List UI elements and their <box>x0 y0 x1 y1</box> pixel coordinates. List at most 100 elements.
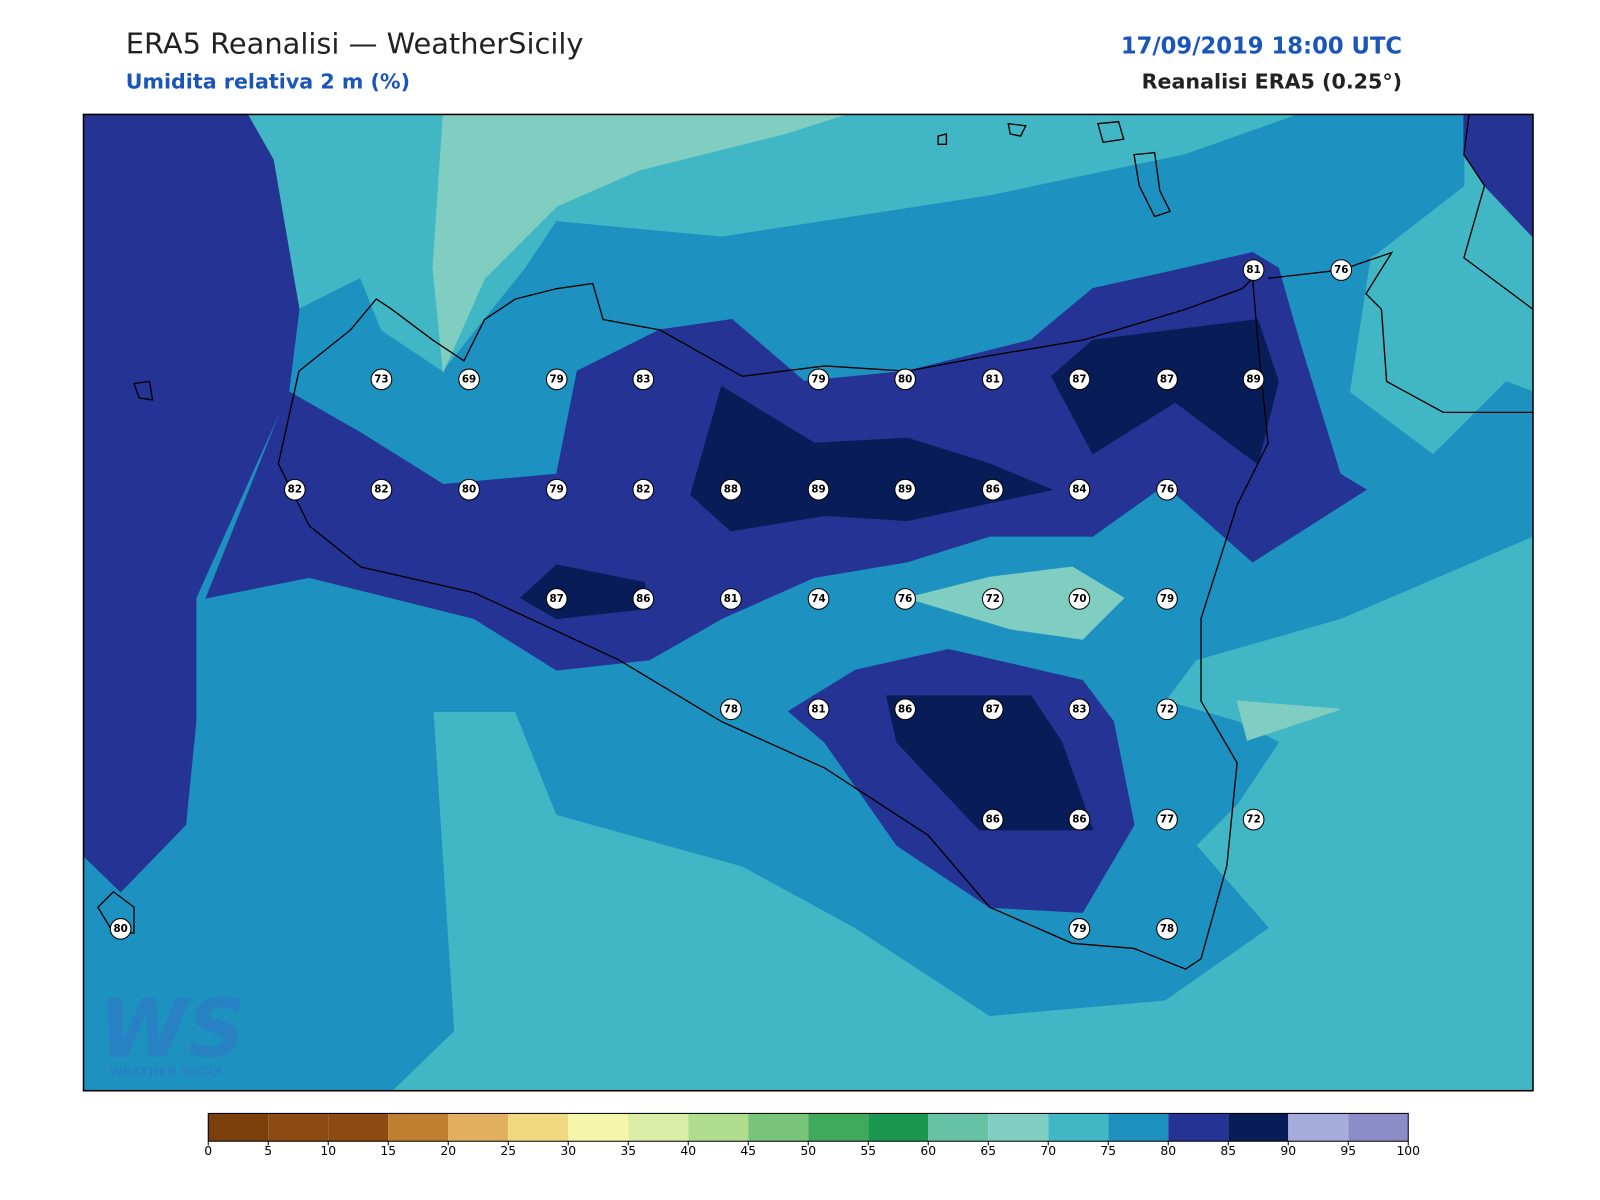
colorbar-tick-label: 70 <box>1040 1144 1056 1158</box>
station-value: 87 <box>550 593 564 605</box>
station-value: 79 <box>1160 593 1174 605</box>
colorbar-segment <box>1348 1113 1409 1142</box>
coastline <box>1097 120 1125 144</box>
station-value: 79 <box>1072 923 1086 935</box>
contour-fill <box>690 385 1054 532</box>
station-marker <box>807 478 830 501</box>
logo-text: WEATHER SICILY <box>109 1064 224 1078</box>
station-value: 73 <box>374 373 388 385</box>
station-value: 72 <box>1246 814 1260 826</box>
station-value: 86 <box>636 593 650 605</box>
station-marker <box>1068 918 1091 940</box>
colorbar-tick-label: 65 <box>980 1144 996 1158</box>
colorbar-tick-label: 50 <box>800 1144 816 1158</box>
colorbar-segment <box>1288 1113 1349 1142</box>
station-marker <box>981 588 1004 610</box>
coastline <box>1007 122 1027 137</box>
station-marker <box>1156 588 1178 610</box>
station-value: 79 <box>550 484 564 496</box>
contour-fill <box>1236 700 1341 741</box>
colorbar-segment <box>208 1113 269 1142</box>
station-value: 81 <box>724 593 738 605</box>
station-value: 81 <box>986 373 1000 385</box>
contour-fill <box>1050 319 1279 465</box>
station-value: 78 <box>1160 923 1174 935</box>
contour-fill <box>1349 231 1506 455</box>
colorbar-tick-label: 60 <box>920 1144 936 1158</box>
station-value: 76 <box>1160 484 1174 496</box>
station-value: 89 <box>898 484 912 496</box>
datetime: 17/09/2019 18:00 UTC <box>1121 34 1402 60</box>
station-marker <box>458 368 480 391</box>
station-marker <box>807 368 830 391</box>
station-marker <box>1156 808 1178 831</box>
colorbar-tick-label: 80 <box>1160 1144 1176 1158</box>
station-marker <box>981 368 1004 391</box>
contour-fill <box>83 114 300 893</box>
station-marker <box>632 368 655 391</box>
colorbar-segment <box>928 1113 989 1142</box>
station-value: 86 <box>986 814 1000 826</box>
station-marker <box>807 698 830 721</box>
colorbar-tick-label: 55 <box>860 1144 876 1158</box>
station-value: 81 <box>811 703 825 715</box>
station-value: 72 <box>986 593 1000 605</box>
logo-mark: WS <box>99 982 246 1076</box>
station-marker <box>545 588 568 610</box>
station-marker <box>981 698 1004 721</box>
station-value: 81 <box>1246 264 1260 276</box>
colorbar: 0 5 10 15 20 25 30 35 40 45 50 55 60 65 70 75 80 85 90 95 10… <box>204 1112 1420 1158</box>
colorbar-tick-label: 85 <box>1220 1144 1236 1158</box>
coastline <box>937 133 948 145</box>
source: Reanalisi ERA5 (0.25°) <box>1142 70 1402 94</box>
station-marker <box>1068 808 1091 831</box>
station-marker <box>1242 368 1265 391</box>
station-value: 87 <box>1072 373 1086 385</box>
station-value: 76 <box>1334 264 1348 276</box>
colorbar-tick-label: 90 <box>1280 1144 1296 1158</box>
station-marker <box>1156 698 1178 721</box>
station-marker <box>981 808 1004 831</box>
station-marker <box>807 588 830 610</box>
station-marker <box>1156 368 1178 391</box>
station-value: 78 <box>724 703 738 715</box>
station-marker <box>458 478 480 501</box>
station-marker <box>894 478 916 501</box>
colorbar-segment <box>388 1113 449 1142</box>
title: ERA5 Reanalisi — WeatherSicily <box>126 27 584 61</box>
colorbar-tick-label: 100 <box>1396 1144 1420 1158</box>
station-value: 89 <box>1246 373 1260 385</box>
colorbar-segment <box>748 1113 809 1142</box>
station-marker <box>1156 478 1178 501</box>
station-marker <box>109 918 132 940</box>
station-value: 79 <box>811 373 825 385</box>
colorbar-segment <box>1228 1113 1289 1142</box>
colorbar-segment <box>868 1113 929 1142</box>
station-marker <box>720 478 742 501</box>
station-value: 80 <box>898 373 912 385</box>
station-value: 89 <box>811 484 825 496</box>
station-marker <box>894 698 916 721</box>
station-marker <box>720 698 742 721</box>
station-value: 70 <box>1072 593 1086 605</box>
station-marker <box>1068 698 1091 721</box>
station-marker <box>894 368 916 391</box>
station-value: 80 <box>113 923 127 935</box>
station-marker <box>1068 478 1091 501</box>
colorbar-tick-label: 15 <box>380 1144 396 1158</box>
colorbar-segment <box>988 1113 1049 1142</box>
colorbar-segment <box>1168 1113 1229 1142</box>
colorbar-tick-label: 0 <box>204 1144 212 1158</box>
station-marker <box>1068 588 1091 610</box>
station-value: 82 <box>636 484 650 496</box>
map-frame <box>82 113 1534 1092</box>
station-marker <box>370 368 393 391</box>
station-marker <box>1242 259 1265 281</box>
station-marker <box>545 478 568 501</box>
contour-fill <box>885 695 1094 831</box>
subtitle: Umidita relativa 2 m (%) <box>126 70 410 94</box>
colorbar-segment <box>808 1113 869 1142</box>
colorbar-tick-label: 30 <box>560 1144 576 1158</box>
